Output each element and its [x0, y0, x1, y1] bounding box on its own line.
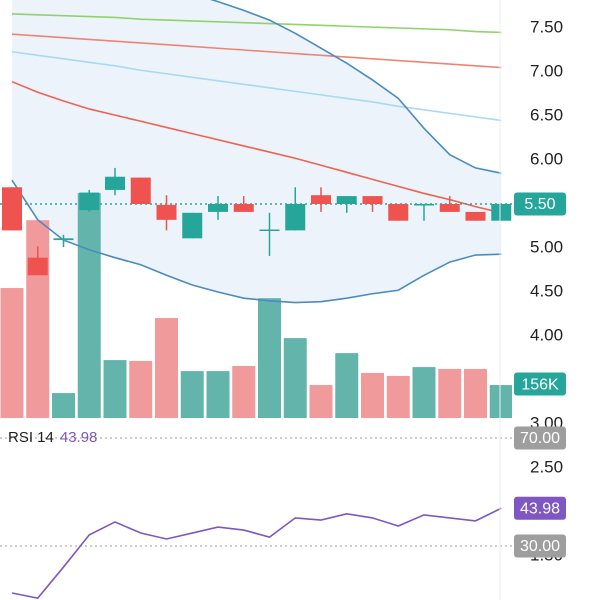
rsi-pane — [0, 437, 512, 599]
volume-bar — [283, 338, 307, 418]
y-tick-label: 7.50 — [530, 17, 563, 36]
y-tick-label: 4.00 — [530, 325, 563, 344]
rsi-level-tag-label: 70.00 — [520, 430, 560, 447]
volume-bar — [489, 385, 512, 418]
volume-bar — [155, 318, 178, 418]
rsi-line — [11, 507, 502, 599]
volume-bar — [438, 368, 462, 418]
y-tick-label: 2.50 — [530, 457, 563, 476]
candle-body — [2, 187, 22, 231]
candle-body — [79, 192, 100, 211]
moving-average — [11, 50, 502, 122]
volume-bar — [77, 193, 101, 418]
candle-body — [362, 196, 383, 204]
rsi-level-tag-label: 30.00 — [520, 538, 560, 555]
volume-bar — [0, 288, 24, 418]
candle-body — [388, 204, 409, 221]
candle-body — [105, 176, 125, 190]
band-fill — [12, 0, 502, 303]
candle-body — [156, 204, 177, 220]
rsi-tag-label: 43.98 — [520, 500, 560, 517]
band-upper — [210, 0, 502, 174]
y-tick-label: 7.00 — [530, 61, 563, 80]
moving-average — [11, 33, 502, 69]
candle-body — [130, 177, 151, 204]
candle-body — [233, 204, 254, 212]
volume-tag-box — [514, 372, 566, 396]
rsi-current: 43.98 — [60, 429, 98, 446]
price-tag-label: 5.50 — [524, 196, 555, 213]
candle-body — [439, 204, 460, 212]
moving-average — [11, 13, 502, 34]
candle-body — [285, 204, 306, 231]
candle-body — [27, 257, 48, 276]
volume-bar — [258, 298, 281, 418]
candle-body — [208, 204, 228, 212]
y-tick-label: 5.00 — [530, 237, 563, 256]
volume-bar — [232, 366, 256, 418]
volume-bar — [52, 393, 75, 418]
y-tick-label: 6.50 — [530, 105, 563, 124]
volume-bar — [386, 375, 410, 418]
candle-body — [491, 204, 512, 221]
candle-body — [311, 195, 331, 204]
volume-bar — [464, 368, 487, 418]
volume-tag-label: 156K — [521, 376, 559, 393]
price-pane — [0, 0, 512, 418]
axis-tags: 5.50 156K 70.00 30.00 43.98 — [514, 192, 566, 558]
volume-bar — [335, 353, 359, 418]
y-tick-label: 4.50 — [530, 281, 563, 300]
candle-body — [182, 212, 203, 239]
volume-bar — [103, 360, 127, 418]
price-tag-box — [514, 192, 566, 216]
band-lower — [11, 179, 502, 304]
candle-body — [53, 238, 74, 241]
y-tick-label: 6.00 — [530, 149, 563, 168]
rsi-level-tag-box — [514, 426, 566, 450]
rsi-tag-box — [514, 496, 566, 520]
moving-average — [11, 80, 502, 214]
volume-bar — [412, 367, 436, 418]
candle-body — [465, 211, 486, 221]
rsi-level-tag-box — [514, 534, 566, 558]
candle-body — [336, 196, 357, 204]
volume-bar — [129, 360, 153, 418]
volume-bar — [206, 371, 230, 418]
volume-bar — [361, 372, 384, 418]
candle-body — [259, 229, 280, 232]
candle-body — [414, 204, 434, 206]
rsi-title: RSI 14 — [8, 429, 54, 446]
volume-bar — [309, 385, 333, 418]
volume-bar — [180, 371, 204, 418]
